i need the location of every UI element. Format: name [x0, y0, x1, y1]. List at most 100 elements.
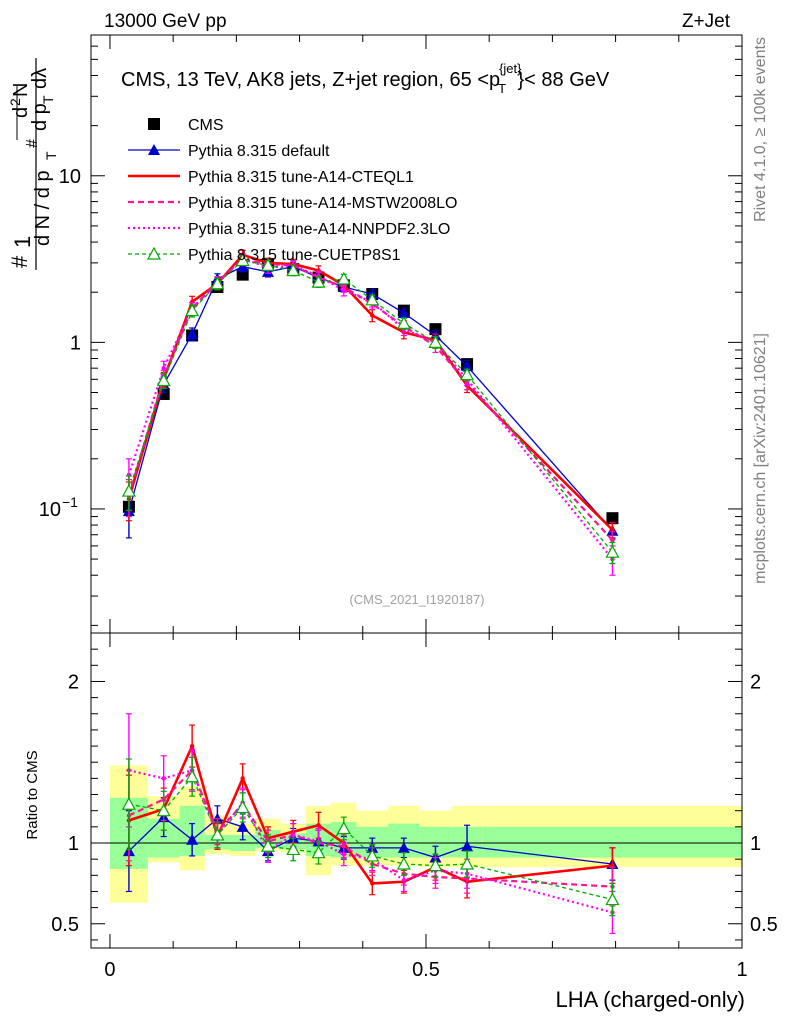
- ylabel-one: 1: [10, 236, 35, 248]
- ratio-y-tick-label-right: 0.5: [750, 914, 778, 936]
- main-point: [341, 288, 347, 293]
- main-y-tick-label: 10: [59, 166, 81, 188]
- x-tick-label: 0: [104, 959, 115, 981]
- analysis-watermark: (CMS_2021_I1920187): [349, 592, 484, 607]
- rivet-label: Rivet 4.1.0, ≥ 100k events: [752, 37, 769, 222]
- ylabel-t-sub: T: [43, 151, 59, 160]
- ylabel-dlambda: dλ: [29, 68, 51, 89]
- legend-label: Pythia 8.315 tune-CUETP8S1: [188, 247, 401, 264]
- ratio-y-tick-label: 0.5: [51, 914, 79, 936]
- main-point: [460, 367, 475, 381]
- main-point: [396, 316, 411, 329]
- ylabel-dn: d N / d p: [32, 170, 54, 246]
- ylabel-n: N: [10, 83, 32, 97]
- main-point: [260, 258, 275, 271]
- ratio-y-tick-label-right: 2: [750, 671, 761, 693]
- ylabel-dpt: d p: [29, 103, 51, 131]
- main-point: [311, 274, 326, 288]
- ratio-panel: 0.5 0.5 1 1 2 2 0 0.5 1 Ratio to CMS LHA (charge…: [24, 632, 778, 1012]
- plot-title: CMS, 13 TeV, AK8 jets, Z+jet region, 65 …: [121, 61, 610, 96]
- main-series-5: [121, 253, 620, 565]
- main-point: [461, 360, 474, 372]
- ratio-point: [156, 803, 171, 817]
- ylabel-t-sub2: T: [40, 95, 56, 104]
- ratio-point: [185, 769, 200, 783]
- main-point: [235, 253, 250, 267]
- ratio-point: [397, 841, 410, 853]
- plot-title-text: CMS, 13 TeV, AK8 jets, Z+jet region, 65 …: [121, 69, 500, 91]
- plot-title-tail: }< 88 GeV: [518, 69, 610, 91]
- ratio-point: [236, 820, 249, 832]
- ratio-point: [401, 877, 407, 883]
- legend-label: Pythia 8.315 tune-A14-MSTW2008LO: [188, 195, 457, 212]
- main-point: [610, 527, 615, 532]
- main-point: [429, 323, 442, 336]
- ratio-series-4: [121, 756, 620, 917]
- legend-label: Pythia 8.315 tune-A14-CTEQL1: [188, 169, 414, 186]
- ratio-point: [286, 842, 301, 856]
- ratio-point: [311, 845, 326, 859]
- ratio-point: [336, 821, 351, 835]
- main-point: [161, 365, 166, 371]
- main-point: [397, 307, 410, 319]
- main-point: [336, 271, 351, 285]
- legend-swatch-marker: [148, 144, 160, 155]
- ylabel-hash: #: [7, 255, 32, 268]
- main-point: [610, 537, 615, 543]
- ratio-y-tick-label-right: 1: [750, 833, 761, 855]
- main-point: [210, 276, 225, 290]
- ratio-y-axis-label: Ratio to CMS: [24, 750, 41, 839]
- legend: CMS Pythia 8.315 default Pythia 8.315 tune…: [128, 117, 457, 264]
- ratio-y-tick-label: 2: [68, 671, 79, 693]
- main-y-tick-label: 10: [39, 499, 61, 521]
- ratio-point: [428, 858, 443, 872]
- main-point: [365, 292, 380, 306]
- ratio-point: [396, 856, 411, 870]
- x-tick-label: 1: [736, 959, 747, 981]
- main-point: [605, 544, 620, 558]
- main-point: [186, 328, 199, 340]
- ratio-frame: [90, 632, 743, 949]
- main-point: [121, 483, 136, 497]
- ratio-point: [260, 838, 275, 852]
- ratio-point: [235, 800, 250, 814]
- main-point: [606, 512, 619, 525]
- ratio-point: [365, 848, 380, 862]
- main-y-axis-label: # 1 d N / d p T # d 2 N d p T dλ: [7, 58, 59, 270]
- main-series-line-4: [127, 256, 614, 560]
- ratio-point: [161, 776, 166, 781]
- ratio-y-tick-label: 1: [68, 833, 79, 855]
- ratio-point: [460, 856, 475, 870]
- main-series-line-1: [128, 265, 613, 532]
- main-point: [428, 335, 443, 348]
- ratio-point: [316, 823, 321, 828]
- ratio-point: [240, 776, 245, 781]
- x-tick-label: 0.5: [412, 959, 440, 981]
- ratio-point: [121, 796, 136, 810]
- ratio-point: [189, 743, 195, 749]
- main-series-line-5: [128, 259, 613, 553]
- ratio-point: [186, 833, 199, 845]
- ratio-point: [210, 827, 225, 841]
- ylabel-2: 2: [7, 98, 23, 106]
- ratio-point: [341, 852, 347, 857]
- main-point: [370, 313, 375, 318]
- plot-title-sub: T: [498, 81, 506, 96]
- ylabel-d2n: d: [10, 107, 32, 118]
- ratio-series-line-0: [128, 816, 613, 865]
- ratio-point: [605, 892, 620, 906]
- legend-label: Pythia 8.315 default: [188, 143, 330, 160]
- main-point: [286, 263, 301, 277]
- legend-swatch-marker: [148, 118, 160, 130]
- ratio-point: [370, 881, 375, 886]
- legend-label: CMS: [188, 117, 224, 134]
- energy-label: 13000 GeV pp: [104, 11, 227, 32]
- legend-label: Pythia 8.315 tune-A14-NNPDF2.3LO: [188, 221, 450, 238]
- ylabel-hash2: #: [24, 139, 41, 148]
- x-axis-label: LHA (charged-only): [555, 987, 745, 1012]
- ratio-point: [461, 840, 474, 852]
- ratio-point: [291, 832, 296, 838]
- legend-swatch-marker: [146, 246, 162, 260]
- main-point: [156, 373, 171, 387]
